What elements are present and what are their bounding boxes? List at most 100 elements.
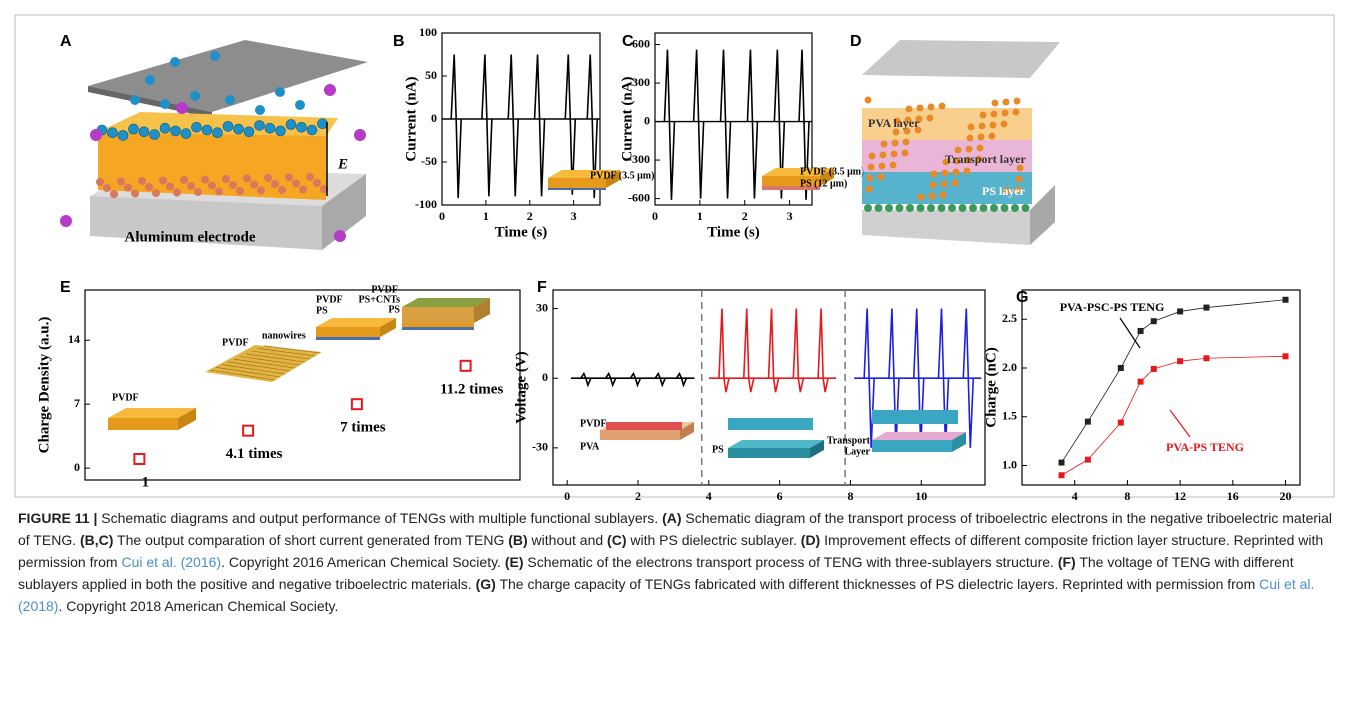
x-tick-label: 0: [439, 209, 445, 223]
caption: FIGURE 11 | Schematic diagrams and outpu…: [18, 507, 1334, 617]
signal-spike: [793, 309, 803, 393]
label: Transport: [827, 435, 871, 446]
y-tick-label: 30: [536, 300, 548, 314]
x-tick-label: 6: [777, 489, 783, 500]
electron: [131, 190, 139, 198]
charge: [917, 105, 924, 112]
y-tick-label: -600: [628, 190, 650, 204]
charge: [918, 194, 925, 201]
charge: [959, 204, 967, 212]
ion: [90, 129, 102, 141]
caption-text: Schematic of the electrons transport pro…: [524, 554, 1058, 570]
charge: [906, 204, 914, 212]
electron: [222, 175, 230, 183]
label: E: [60, 279, 71, 296]
charge: [977, 145, 984, 152]
data-point: [1085, 419, 1091, 425]
charge: [891, 151, 898, 158]
label: PVA layer: [868, 116, 920, 130]
electron: [152, 189, 160, 197]
x-tick-label: 3: [571, 209, 577, 223]
y-tick-label: 14: [68, 332, 80, 346]
electron: [208, 182, 216, 190]
charge: [896, 204, 904, 212]
ion: [334, 230, 346, 242]
electron: [181, 129, 191, 139]
charge: [865, 97, 872, 104]
charge: [952, 180, 959, 187]
signal-spike: [769, 309, 779, 393]
charge: [990, 204, 998, 212]
electron: [236, 187, 244, 195]
data-point: [1138, 328, 1144, 334]
charge: [1016, 176, 1023, 183]
inset-layer: [728, 440, 824, 448]
charge: [948, 204, 956, 212]
label: PVDF: [112, 392, 139, 403]
inset-layer: [728, 418, 813, 430]
data-point: [1151, 318, 1157, 324]
electron: [244, 127, 254, 137]
electron: [299, 186, 307, 194]
signal-spike: [581, 374, 591, 386]
caption-text: without and: [528, 532, 607, 548]
caption-text: . Copyright 2018 American Chemical Socie…: [58, 598, 338, 614]
electron: [297, 122, 307, 132]
y-tick-label: 100: [419, 25, 437, 39]
electron: [202, 125, 212, 135]
electron: [276, 126, 286, 136]
signal-spike: [606, 374, 616, 386]
y-tick-label: 2.0: [1002, 360, 1017, 374]
inset-layer: [872, 440, 952, 452]
signal-spike: [451, 55, 461, 199]
electron: [160, 123, 170, 133]
friction-layer: [98, 132, 326, 200]
electron: [96, 178, 104, 186]
data-point: [1118, 420, 1124, 426]
ion: [60, 215, 72, 227]
label: PS: [316, 305, 328, 316]
charge: [902, 150, 909, 157]
charge: [1013, 109, 1020, 116]
y-tick-label: -100: [415, 197, 437, 211]
charge: [927, 204, 935, 212]
charge: [930, 182, 937, 189]
x-tick-label: 2: [742, 209, 748, 223]
value-label: 4.1 times: [226, 446, 283, 462]
electron: [192, 122, 202, 132]
label: PVA-PSC-PS TENG: [1060, 300, 1165, 314]
data-point: [134, 454, 144, 464]
charge: [942, 170, 949, 177]
charge: [928, 104, 935, 111]
x-tick-label: 2: [635, 489, 641, 500]
electron: [307, 125, 317, 135]
charge: [941, 181, 948, 188]
caption-ref: (B): [508, 532, 527, 548]
electron: [159, 177, 167, 185]
x-tick-label: 2: [527, 209, 533, 223]
electron: [275, 87, 285, 97]
charge: [990, 122, 997, 129]
label: PS layer: [982, 184, 1026, 198]
page: {"figure":{ "A":{"label":"A","electrode"…: [0, 0, 1349, 712]
charge: [969, 204, 977, 212]
electron: [229, 181, 237, 189]
electron: [250, 181, 258, 189]
electron: [265, 123, 275, 133]
series-line: [1062, 300, 1286, 463]
charge: [989, 133, 996, 140]
charge: [979, 123, 986, 130]
electron: [225, 95, 235, 105]
charge: [906, 106, 913, 113]
label: PVDF: [222, 337, 249, 348]
citation-link[interactable]: Cui et al. (2016): [121, 554, 221, 570]
electron: [160, 99, 170, 109]
charge: [880, 152, 887, 159]
label: F: [537, 279, 547, 296]
x-tick-label: 0: [564, 489, 570, 500]
x-tick-label: 8: [1124, 489, 1130, 500]
y-axis-label: Charge (nC): [983, 347, 999, 427]
x-axis-label: Time (s): [707, 224, 760, 240]
charge: [964, 168, 971, 175]
inset-layer: [316, 327, 380, 337]
